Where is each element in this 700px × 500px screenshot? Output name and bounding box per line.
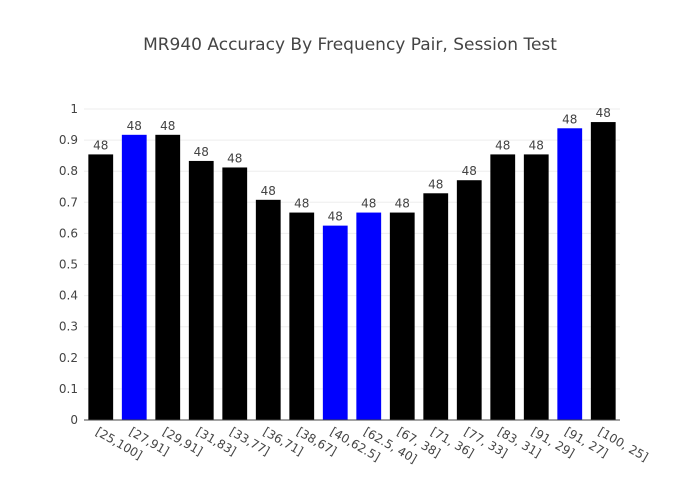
bar-data-label: 48: [462, 164, 477, 178]
bar-data-label: 48: [361, 197, 376, 211]
y-tick-label: 0.8: [59, 164, 78, 178]
data-labels: 48 48 48 48 48 48 48 48 48 48 48 48 48 48 48 48: [93, 106, 611, 224]
bar: [389, 212, 415, 420]
bar-data-label: 48: [127, 119, 142, 133]
bar-data-label: 48: [495, 138, 510, 152]
bars: [88, 122, 616, 421]
y-tick-label: 0.4: [59, 289, 78, 303]
bar: [356, 212, 382, 420]
bar-data-label: 48: [227, 151, 242, 165]
chart-title: MR940 Accuracy By Frequency Pair, Sessio…: [143, 35, 557, 55]
bar-data-label: 48: [562, 112, 577, 126]
bar-data-label: 48: [328, 210, 343, 224]
bar: [88, 154, 114, 420]
y-axis-ticks: 0 0.1 0.2 0.3 0.4 0.5 0.6 0.7 0.8 0.9 1: [59, 102, 78, 427]
bar: [557, 128, 583, 421]
bar: [523, 154, 549, 420]
bar-data-label: 48: [395, 197, 410, 211]
bar-data-label: 48: [596, 106, 611, 120]
bar: [322, 225, 348, 420]
bar: [490, 154, 516, 420]
bar: [255, 199, 281, 420]
bar: [155, 134, 181, 421]
bar-data-label: 48: [529, 138, 544, 152]
bar: [590, 122, 616, 420]
bar: [456, 180, 482, 420]
bar-data-label: 48: [428, 177, 443, 191]
y-tick-label: 1: [70, 102, 78, 116]
bar: [423, 193, 449, 420]
bar-data-label: 48: [93, 138, 108, 152]
bar: [121, 134, 147, 421]
bar: [222, 167, 248, 420]
y-tick-label: 0.6: [59, 226, 78, 240]
bar-data-label: 48: [294, 197, 309, 211]
y-tick-label: 0.7: [59, 195, 78, 209]
bar-data-label: 48: [194, 145, 209, 159]
y-tick-label: 0.3: [59, 320, 78, 334]
bar-data-label: 48: [160, 119, 175, 133]
x-axis-ticks: [25,100][27,91][29,91][31,83][33,77][36,…: [93, 424, 650, 466]
y-tick-label: 0.1: [59, 382, 78, 396]
bar-data-label: 48: [261, 184, 276, 198]
bar: [188, 160, 214, 420]
y-tick-label: 0.5: [59, 258, 78, 272]
y-tick-label: 0.9: [59, 133, 78, 147]
y-tick-label: 0: [70, 413, 78, 427]
bar: [289, 212, 315, 420]
y-tick-label: 0.2: [59, 351, 78, 365]
